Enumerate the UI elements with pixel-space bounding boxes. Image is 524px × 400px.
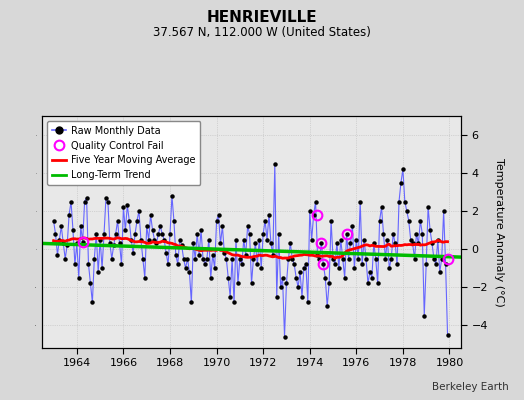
Legend: Raw Monthly Data, Quality Control Fail, Five Year Moving Average, Long-Term Tren: Raw Monthly Data, Quality Control Fail, … [47, 121, 201, 185]
Text: HENRIEVILLE: HENRIEVILLE [206, 10, 318, 25]
Y-axis label: Temperature Anomaly (°C): Temperature Anomaly (°C) [494, 158, 504, 306]
Text: 37.567 N, 112.000 W (United States): 37.567 N, 112.000 W (United States) [153, 26, 371, 39]
Text: Berkeley Earth: Berkeley Earth [432, 382, 508, 392]
